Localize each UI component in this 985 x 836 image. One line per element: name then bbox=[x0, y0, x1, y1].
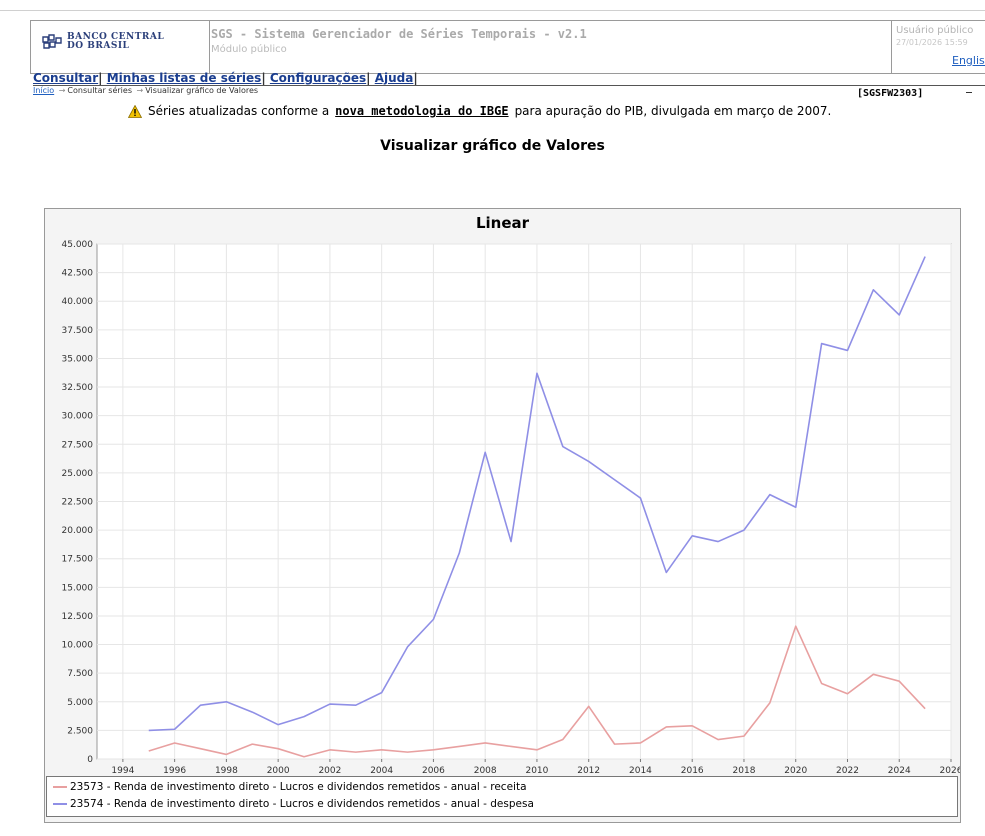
legend-item-despesa: 23574 - Renda de investimento direto - L… bbox=[53, 798, 534, 810]
y-tick-label: 35.000 bbox=[62, 354, 94, 364]
menu-ajuda[interactable]: Ajuda bbox=[374, 71, 414, 85]
x-tick-label: 2006 bbox=[422, 766, 445, 775]
breadcrumb-arrow-icon: → bbox=[136, 86, 144, 95]
methodology-notice: Séries atualizadas conforme a nova metod… bbox=[128, 104, 831, 118]
x-tick-label: 2018 bbox=[733, 766, 756, 775]
x-tick-label: 2004 bbox=[370, 766, 393, 775]
y-tick-label: 42.500 bbox=[62, 269, 94, 279]
menu-divider bbox=[33, 85, 985, 86]
y-tick-label: 45.000 bbox=[62, 240, 94, 250]
y-tick-label: 15.000 bbox=[62, 583, 94, 593]
x-tick-label: 2022 bbox=[836, 766, 859, 775]
series-line-despesa bbox=[148, 256, 926, 732]
x-tick-label: 2010 bbox=[525, 766, 548, 775]
menu-minhas-listas[interactable]: Minhas listas de séries bbox=[106, 71, 262, 85]
x-tick-label: 1996 bbox=[163, 766, 186, 775]
menu-separator: | bbox=[261, 71, 270, 85]
y-tick-label: 37.500 bbox=[62, 326, 94, 336]
y-tick-label: 20.000 bbox=[62, 526, 94, 536]
x-tick-label: 2002 bbox=[318, 766, 341, 775]
breadcrumb-arrow-icon: → bbox=[58, 86, 66, 95]
series-line-receita bbox=[148, 625, 926, 758]
breadcrumb-consultar-series[interactable]: Consultar séries bbox=[67, 86, 132, 95]
y-tick-label: 22.500 bbox=[62, 498, 94, 508]
breadcrumb-current: Visualizar gráfico de Valores bbox=[145, 86, 259, 95]
chart-title: Linear bbox=[475, 214, 530, 232]
y-tick-label: 40.000 bbox=[62, 297, 94, 307]
x-tick-label: 2012 bbox=[577, 766, 600, 775]
page-title: Visualizar gráfico de Valores bbox=[380, 138, 605, 154]
english-link[interactable]: English bbox=[952, 54, 985, 67]
breadcrumb: Início → Consultar séries → Visualizar grá… bbox=[33, 86, 258, 95]
user-cell: Usuário público 27/01/2026 15:59 English bbox=[891, 21, 985, 73]
main-menu: Consultar| Minhas listas de séries| Conf… bbox=[33, 71, 418, 85]
menu-separator: | bbox=[413, 71, 418, 85]
app-title: SGS - Sistema Gerenciador de Séries Temp… bbox=[211, 27, 587, 41]
y-tick-label: 7.500 bbox=[67, 669, 93, 679]
corner-dash bbox=[966, 92, 972, 93]
y-tick-label: 30.000 bbox=[62, 412, 94, 422]
legend-item-receita: 23573 - Renda de investimento direto - L… bbox=[53, 781, 527, 793]
user-datetime: 27/01/2026 15:59 bbox=[896, 38, 968, 47]
logo-text: BANCO CENTRAL DO BRASIL bbox=[67, 33, 164, 51]
warning-icon bbox=[128, 104, 142, 118]
header: BANCO CENTRAL DO BRASIL SGS - Sistema Ge… bbox=[30, 20, 985, 74]
legend-label-receita: 23573 - Renda de investimento direto - L… bbox=[70, 781, 527, 793]
top-divider bbox=[0, 10, 985, 11]
user-label: Usuário público bbox=[896, 25, 974, 36]
logo-line-2: DO BRASIL bbox=[67, 41, 130, 51]
y-tick-label: 10.000 bbox=[62, 641, 94, 651]
chart-legend: 23573 - Renda de investimento direto - L… bbox=[46, 776, 958, 817]
menu-consultar[interactable]: Consultar bbox=[33, 71, 99, 85]
breadcrumb-home[interactable]: Início bbox=[33, 86, 55, 95]
legend-swatch-despesa bbox=[53, 803, 67, 805]
ibge-methodology-link[interactable]: nova metodologia do IBGE bbox=[335, 104, 509, 118]
legend-swatch-receita bbox=[53, 786, 67, 788]
legend-label-despesa: 23574 - Renda de investimento direto - L… bbox=[70, 798, 534, 810]
menu-separator: | bbox=[98, 71, 107, 85]
page-code: [SGSFW2303] bbox=[857, 88, 924, 99]
notice-text-before: Séries atualizadas conforme a bbox=[148, 104, 330, 118]
x-tick-label: 2020 bbox=[784, 766, 807, 775]
x-tick-label: 2008 bbox=[474, 766, 497, 775]
y-tick-label: 25.000 bbox=[62, 469, 94, 479]
logo-cell: BANCO CENTRAL DO BRASIL bbox=[31, 21, 210, 73]
y-tick-label: 2.500 bbox=[67, 726, 93, 736]
x-tick-label: 2000 bbox=[267, 766, 290, 775]
x-tick-label: 1994 bbox=[111, 766, 134, 775]
x-tick-label: 1998 bbox=[215, 766, 238, 775]
y-tick-label: 27.500 bbox=[62, 440, 94, 450]
chart-frame: Linear 0 2.500 5.000 7.500 10.000 12.500 15.00… bbox=[44, 208, 961, 823]
x-tick-label: 2024 bbox=[888, 766, 911, 775]
menu-configuracoes[interactable]: Configurações bbox=[269, 71, 367, 85]
logo-emblem-icon bbox=[42, 34, 62, 49]
x-tick-label: 2014 bbox=[629, 766, 652, 775]
y-tick-label: 17.500 bbox=[62, 555, 94, 565]
logo-line-1: BANCO CENTRAL bbox=[67, 32, 165, 42]
central-bank-logo[interactable]: BANCO CENTRAL DO BRASIL bbox=[41, 33, 164, 51]
line-chart: 0 2.500 5.000 7.500 10.000 12.500 15.000 17.500… bbox=[62, 240, 961, 775]
menu-separator: | bbox=[366, 71, 375, 85]
y-tick-label: 5.000 bbox=[67, 698, 93, 708]
y-tick-label: 32.500 bbox=[62, 383, 94, 393]
app-subtitle: Módulo público bbox=[211, 44, 287, 55]
x-tick-label: 2026 bbox=[940, 766, 960, 775]
notice-text-after: para apuração do PIB, divulgada em março… bbox=[514, 104, 832, 118]
x-tick-label: 2016 bbox=[681, 766, 704, 775]
y-tick-label: 12.500 bbox=[62, 612, 94, 622]
title-cell: SGS - Sistema Gerenciador de Séries Temp… bbox=[211, 27, 587, 55]
y-tick-label: 0 bbox=[87, 755, 93, 765]
